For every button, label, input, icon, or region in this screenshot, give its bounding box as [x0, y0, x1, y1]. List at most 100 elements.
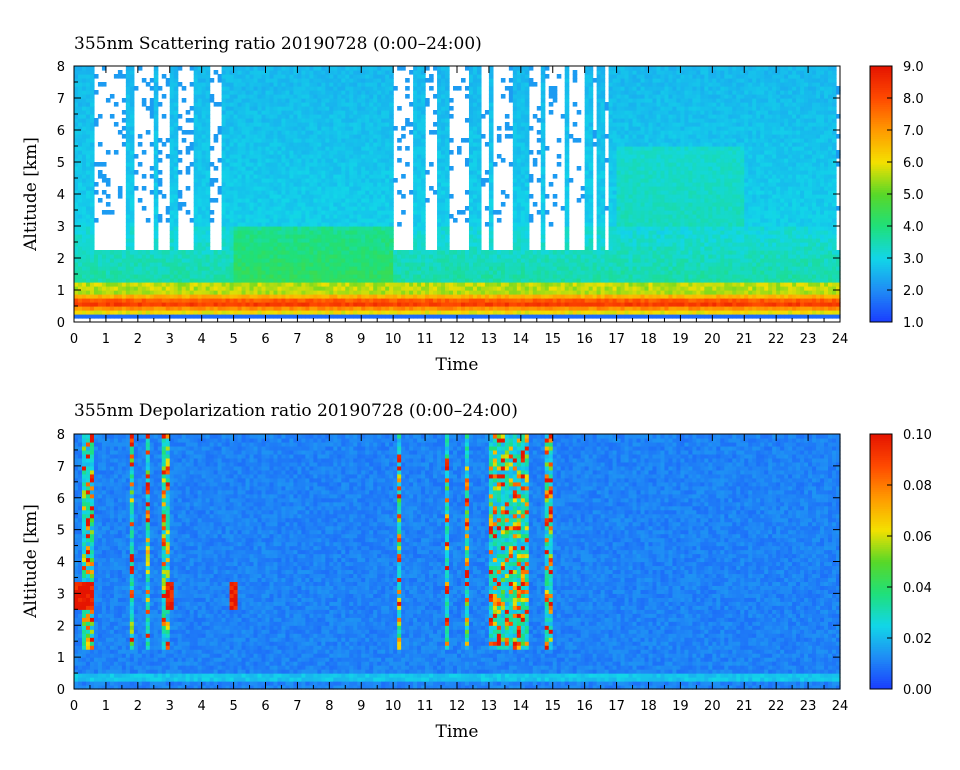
heatmap-cell: [385, 142, 390, 147]
heatmap-cell: [102, 282, 107, 287]
heatmap-cell: [230, 74, 235, 79]
heatmap-cell: [365, 74, 370, 79]
heatmap-cell: [242, 70, 247, 75]
heatmap-cell: [309, 182, 314, 187]
heatmap-cell: [110, 262, 115, 267]
heatmap-cell: [262, 198, 267, 203]
heatmap-cell: [194, 286, 199, 291]
heatmap-cell: [401, 210, 406, 215]
heatmap-cell: [361, 250, 366, 255]
heatmap-cell: [309, 286, 314, 291]
heatmap-cell: [82, 162, 87, 167]
heatmap-cell: [297, 78, 302, 83]
heatmap-cell: [473, 170, 478, 175]
heatmap-cell: [86, 90, 91, 95]
heatmap-cell: [150, 110, 155, 115]
heatmap-cell: [349, 178, 354, 183]
heatmap-cell: [409, 102, 414, 107]
heatmap-cell: [341, 110, 346, 115]
heatmap-cell: [277, 310, 282, 315]
heatmap-cell: [281, 230, 286, 235]
heatmap-cell: [242, 182, 247, 187]
heatmap-cell: [453, 270, 458, 275]
heatmap-cell: [305, 306, 310, 311]
heatmap-cell: [397, 278, 402, 283]
heatmap-cell: [234, 110, 239, 115]
heatmap-cell: [345, 294, 350, 299]
heatmap-cell: [266, 298, 271, 303]
heatmap-cell: [285, 82, 290, 87]
heatmap-cell: [266, 202, 271, 207]
heatmap-cell: [365, 82, 370, 87]
heatmap-cell: [357, 182, 362, 187]
heatmap-cell: [293, 106, 298, 111]
heatmap-cell: [246, 94, 251, 99]
heatmap-cell: [269, 190, 274, 195]
heatmap-cell: [385, 226, 390, 231]
heatmap-cell: [230, 150, 235, 155]
heatmap-cell: [281, 226, 286, 231]
heatmap-cell: [258, 170, 263, 175]
heatmap-cell: [254, 98, 259, 103]
heatmap-cell: [373, 166, 378, 171]
heatmap-cell: [341, 230, 346, 235]
heatmap-cell: [130, 278, 135, 283]
heatmap-cell: [182, 298, 187, 303]
heatmap-cell: [190, 258, 195, 263]
heatmap-cell: [130, 126, 135, 131]
heatmap-cell: [377, 226, 382, 231]
heatmap-cell: [174, 186, 179, 191]
heatmap-cell: [74, 74, 79, 79]
heatmap-cell: [118, 250, 123, 255]
heatmap-cell: [74, 166, 79, 171]
heatmap-cell: [102, 266, 107, 271]
heatmap-cell: [313, 206, 318, 211]
heatmap-cell: [441, 106, 446, 111]
heatmap-cell: [254, 258, 259, 263]
heatmap-cell: [473, 190, 478, 195]
heatmap-cell: [254, 246, 259, 251]
heatmap-cell: [174, 266, 179, 271]
heatmap-cell: [102, 254, 107, 259]
heatmap-cell: [277, 202, 282, 207]
heatmap-cell: [206, 214, 211, 219]
heatmap-cell: [258, 110, 263, 115]
heatmap-cell: [293, 194, 298, 199]
heatmap-cell: [461, 298, 466, 303]
heatmap-cell: [469, 66, 474, 71]
heatmap-cell: [429, 310, 434, 315]
heatmap-cell: [453, 262, 458, 267]
heatmap-cell: [206, 154, 211, 159]
heatmap-cell: [246, 314, 251, 319]
heatmap-cell: [389, 138, 394, 143]
heatmap-cell: [317, 118, 322, 123]
heatmap-cell: [118, 186, 123, 191]
heatmap-cell: [369, 250, 374, 255]
heatmap-cell: [425, 78, 430, 83]
heatmap-cell: [449, 310, 454, 315]
heatmap-cell: [429, 290, 434, 295]
heatmap-cell: [305, 266, 310, 271]
heatmap-cell: [277, 270, 282, 275]
heatmap-cell: [246, 182, 251, 187]
heatmap-cell: [250, 126, 255, 131]
heatmap-cell: [465, 94, 470, 99]
heatmap-cell: [453, 218, 458, 223]
heatmap-cell: [377, 234, 382, 239]
heatmap-cell: [162, 142, 167, 147]
heatmap-cell: [170, 298, 175, 303]
heatmap-cell: [301, 134, 306, 139]
heatmap-cell: [445, 250, 450, 255]
heatmap-cell: [429, 262, 434, 267]
heatmap-cell: [238, 86, 243, 91]
heatmap-cell: [273, 254, 278, 259]
heatmap-cell: [198, 90, 203, 95]
heatmap-cell: [289, 258, 294, 263]
heatmap-cell: [269, 298, 274, 303]
heatmap-cell: [194, 210, 199, 215]
heatmap-cell: [269, 154, 274, 159]
heatmap-cell: [226, 266, 231, 271]
heatmap-cell: [94, 74, 99, 79]
heatmap-cell: [242, 210, 247, 215]
heatmap-cell: [329, 282, 334, 287]
